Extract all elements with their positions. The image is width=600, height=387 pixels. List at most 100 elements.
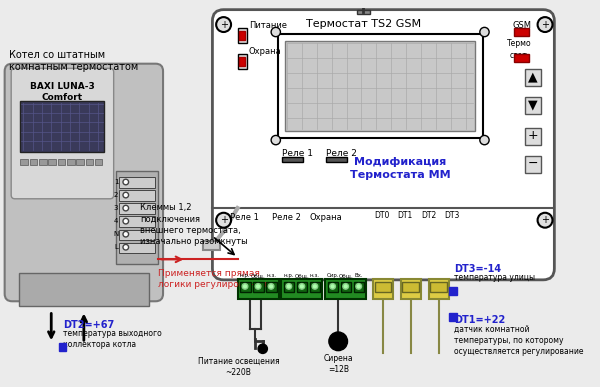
Bar <box>278 34 482 138</box>
Circle shape <box>329 332 347 351</box>
Bar <box>357 10 370 14</box>
Bar <box>67 159 74 165</box>
Bar <box>328 282 338 292</box>
Bar <box>58 159 65 165</box>
Circle shape <box>123 231 128 237</box>
Bar <box>238 28 247 43</box>
Circle shape <box>255 284 261 289</box>
Text: DT0: DT0 <box>374 211 389 220</box>
Text: Питание: Питание <box>249 21 287 30</box>
Bar <box>514 54 529 62</box>
Bar <box>449 287 457 295</box>
Text: DT3=-14: DT3=-14 <box>454 264 501 274</box>
Text: Реле 2: Реле 2 <box>272 213 301 222</box>
Bar <box>326 157 347 163</box>
Bar <box>39 159 47 165</box>
Circle shape <box>538 213 553 228</box>
Bar <box>266 282 277 292</box>
Text: DT3: DT3 <box>444 211 460 220</box>
Bar <box>354 282 364 292</box>
Bar <box>449 313 457 321</box>
Text: Общ.: Общ. <box>338 273 353 278</box>
Text: датчик комнатной
температуры, по которому
осуществляется регулирование: датчик комнатной температуры, по котором… <box>454 325 583 356</box>
Text: 1: 1 <box>114 179 118 185</box>
Text: +: + <box>220 215 227 225</box>
Bar <box>119 229 155 240</box>
Bar <box>19 273 149 306</box>
Text: н.з.: н.з. <box>266 273 276 278</box>
Text: Применяется прямая
логики регулирования: Применяется прямая логики регулирования <box>158 269 268 289</box>
Circle shape <box>216 213 231 228</box>
Text: L: L <box>115 245 118 250</box>
Bar <box>253 282 263 292</box>
Bar <box>30 159 37 165</box>
Text: н.р.: н.р. <box>240 273 250 278</box>
Bar <box>119 190 155 200</box>
Bar <box>20 101 104 152</box>
Bar <box>59 343 66 351</box>
Text: 3: 3 <box>114 205 118 211</box>
Text: ▼: ▼ <box>528 98 538 111</box>
Text: N: N <box>113 231 118 237</box>
Bar <box>119 177 155 188</box>
Bar <box>514 28 529 36</box>
Text: +: + <box>541 215 549 225</box>
FancyBboxPatch shape <box>11 68 113 199</box>
Bar <box>284 282 295 292</box>
Bar <box>373 279 393 300</box>
Bar <box>49 159 56 165</box>
Text: Охрана: Охрана <box>310 213 343 222</box>
Text: Модификация
Термостата ММ: Модификация Термостата ММ <box>350 157 451 180</box>
Bar <box>281 279 322 300</box>
Circle shape <box>271 135 280 145</box>
Circle shape <box>123 179 128 185</box>
Bar <box>524 128 541 145</box>
Text: Реле 2: Реле 2 <box>326 149 357 158</box>
Bar <box>241 282 251 292</box>
Text: Термо
стат: Термо стат <box>506 39 531 60</box>
Text: Реле 1: Реле 1 <box>230 213 259 222</box>
Text: −: − <box>527 157 538 170</box>
Bar <box>374 282 391 292</box>
Text: DT1=+22: DT1=+22 <box>454 315 505 325</box>
Bar <box>238 279 278 300</box>
Circle shape <box>123 192 128 198</box>
Text: н.р.: н.р. <box>284 273 294 278</box>
Text: +: + <box>541 20 549 29</box>
Text: н.з.: н.з. <box>310 273 320 278</box>
Bar <box>430 282 447 292</box>
Text: Общ.: Общ. <box>295 273 309 278</box>
Bar <box>325 279 366 300</box>
Circle shape <box>123 245 128 250</box>
Text: Сир.: Сир. <box>326 273 339 278</box>
Bar <box>297 282 307 292</box>
Circle shape <box>271 27 280 37</box>
Circle shape <box>242 284 248 289</box>
Text: Термостат TS2 GSM: Термостат TS2 GSM <box>306 19 421 29</box>
Circle shape <box>268 284 274 289</box>
Text: +: + <box>220 20 227 29</box>
Bar <box>403 282 419 292</box>
Text: 2: 2 <box>114 192 118 198</box>
Bar <box>203 241 220 250</box>
Text: 4: 4 <box>114 218 118 224</box>
Text: Клеммы 1,2
подключения
внешнего термостата,
изначально разомкнуты: Клеммы 1,2 подключения внешнего термоста… <box>140 204 248 246</box>
Text: Охрана: Охрана <box>249 47 281 56</box>
Bar <box>20 159 28 165</box>
FancyBboxPatch shape <box>212 10 554 280</box>
Bar <box>341 282 351 292</box>
Circle shape <box>480 27 489 37</box>
Circle shape <box>123 205 128 211</box>
Circle shape <box>480 135 489 145</box>
Text: DT1: DT1 <box>398 211 413 220</box>
Bar <box>86 159 93 165</box>
Text: GSM: GSM <box>512 21 531 30</box>
Text: DT2: DT2 <box>421 211 436 220</box>
Circle shape <box>258 344 268 353</box>
Bar <box>95 159 103 165</box>
Text: Общ.: Общ. <box>251 273 265 278</box>
Text: Вх.: Вх. <box>355 273 363 278</box>
Circle shape <box>216 17 231 32</box>
Text: температура выходного
коллектора котла: температура выходного коллектора котла <box>64 329 162 349</box>
Text: BAXI LUNA-3
Comfort: BAXI LUNA-3 Comfort <box>30 82 95 102</box>
